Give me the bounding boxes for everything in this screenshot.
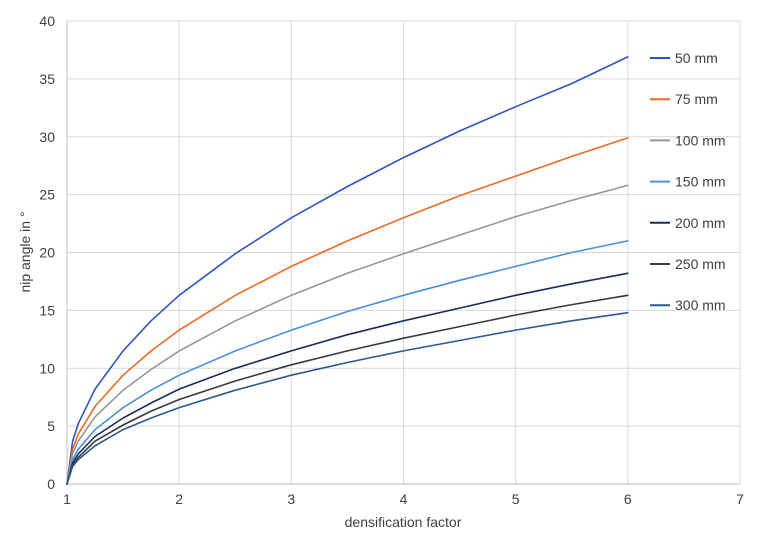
- legend-item: 300 mm: [650, 297, 726, 313]
- y-tick-label: 10: [39, 360, 55, 376]
- series-line-150-mm: [66, 240, 629, 485]
- legend-item: 150 mm: [650, 174, 726, 190]
- y-tick-labels: 0 5 10 15 20 25 30 35 40: [39, 13, 55, 492]
- x-tick-label: 4: [400, 491, 408, 507]
- series-lines: [66, 56, 629, 485]
- x-tick-label: 7: [736, 491, 744, 507]
- x-axis-label: densification factor: [345, 514, 462, 530]
- grid-lines: [67, 20, 741, 484]
- legend-label: 200 mm: [675, 215, 726, 231]
- legend-item: 100 mm: [650, 132, 726, 148]
- y-tick-label: 25: [39, 187, 55, 203]
- y-tick-label: 30: [39, 129, 55, 145]
- legend-label: 250 mm: [675, 256, 726, 272]
- y-tick-label: 0: [47, 476, 55, 492]
- y-tick-label: 20: [39, 245, 55, 261]
- legend-label: 150 mm: [675, 174, 726, 190]
- x-tick-label: 1: [63, 491, 71, 507]
- series-line-250-mm: [66, 294, 629, 485]
- x-tick-labels: 1 2 3 4 5 6 7: [63, 491, 744, 507]
- x-tick-label: 6: [624, 491, 632, 507]
- x-tick-label: 5: [512, 491, 520, 507]
- x-tick-label: 3: [287, 491, 295, 507]
- legend-item: 50 mm: [650, 50, 718, 66]
- legend-label: 50 mm: [675, 50, 718, 66]
- series-line-200-mm: [66, 272, 629, 485]
- legend-item: 250 mm: [650, 256, 726, 272]
- series-line-300-mm: [66, 311, 629, 485]
- legend-item: 200 mm: [650, 215, 726, 231]
- series-line-75-mm: [66, 137, 629, 485]
- legend-label: 300 mm: [675, 297, 726, 313]
- y-tick-label: 35: [39, 71, 55, 87]
- series-line-100-mm: [66, 184, 629, 485]
- legend-label: 75 mm: [675, 91, 718, 107]
- y-tick-label: 15: [39, 302, 55, 318]
- legend-label: 100 mm: [675, 132, 726, 148]
- y-tick-label: 5: [47, 418, 55, 434]
- legend-item: 75 mm: [650, 91, 718, 107]
- axes: [66, 21, 740, 485]
- y-tick-label: 40: [39, 13, 55, 29]
- x-tick-label: 2: [175, 491, 183, 507]
- series-line-50-mm: [66, 56, 629, 485]
- y-axis-label: nip angle in °: [17, 211, 33, 292]
- legend: 50 mm 75 mm 100 mm 150 mm 200 mm 250 mm 300 mm: [650, 50, 726, 313]
